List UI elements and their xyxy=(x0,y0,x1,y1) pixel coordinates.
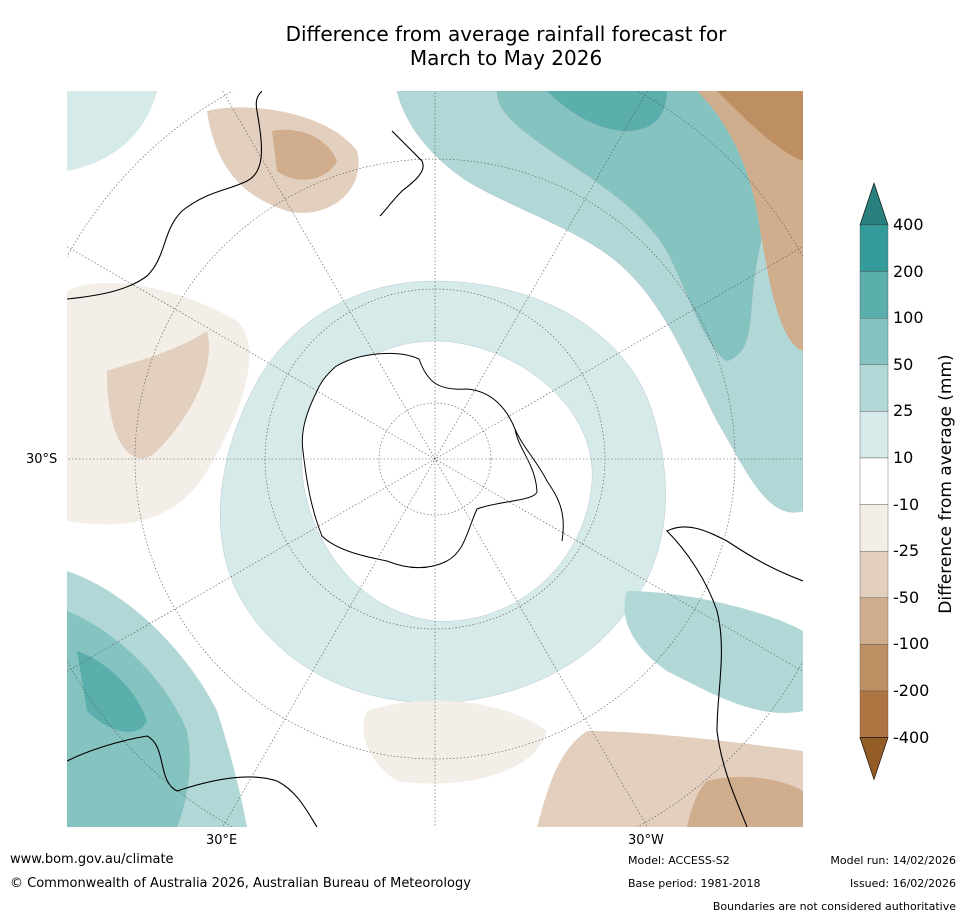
colorbar-tick-label: 200 xyxy=(893,261,924,281)
africa-coastline xyxy=(67,735,318,827)
colorbar-extend-max xyxy=(859,182,889,226)
colorbar-tick-label: -50 xyxy=(893,587,920,607)
colorbar-tick-label: 400 xyxy=(893,215,924,234)
issued-label: Issued: 16/02/2026 xyxy=(849,877,956,890)
colorbar-tick-label: 100 xyxy=(893,308,924,328)
anomaly-region xyxy=(697,91,803,351)
new-zealand-coastline xyxy=(379,130,424,217)
disclaimer-text: Boundaries are not considered authoritat… xyxy=(712,900,956,913)
anomaly-region xyxy=(67,91,157,171)
anomaly-region xyxy=(272,129,337,180)
colorbar-segment xyxy=(859,411,889,459)
colorbar-tick-label: 10 xyxy=(893,448,914,467)
colorbar-segment xyxy=(859,551,889,599)
colorbar-segment xyxy=(859,271,889,319)
latitude-label: 30°S xyxy=(26,452,58,467)
colorbar-title: Difference from average (mm) xyxy=(936,354,956,614)
colorbar-segment xyxy=(859,504,889,552)
title-line-1: Difference from average rainfall forecas… xyxy=(285,22,727,46)
colorbar-segment xyxy=(859,644,889,692)
colorbar-extend-min xyxy=(859,737,889,781)
anomaly-region xyxy=(546,91,668,132)
website-link[interactable]: www.bom.gov.au/climate xyxy=(10,852,174,867)
map-title: Difference from average rainfall forecas… xyxy=(0,22,965,70)
anomaly-region xyxy=(363,700,547,784)
antarctic-peninsula xyxy=(514,428,564,542)
colorbar-segment xyxy=(859,224,889,272)
anomaly-region xyxy=(107,331,209,459)
colorbar-tick-label: -400 xyxy=(893,727,930,747)
colorbar-tick-label: -25 xyxy=(893,541,920,561)
colorbar-tick-label: -10 xyxy=(893,494,920,514)
anomaly-region xyxy=(717,91,803,161)
colorbar-tick-label: 25 xyxy=(893,401,914,421)
colorbar-tick-label: -100 xyxy=(893,634,930,654)
longitude-label-30w: 30°W xyxy=(628,833,664,848)
colorbar-segment xyxy=(859,597,889,645)
model-label: Model: ACCESS-S2 xyxy=(628,854,730,867)
anomaly-region xyxy=(687,776,803,827)
anomaly-region xyxy=(77,651,147,732)
colorbar-tick-label: 50 xyxy=(893,354,914,374)
south-america-coastline xyxy=(666,526,803,827)
colorbar xyxy=(859,182,889,781)
colorbar-tick-label: -200 xyxy=(893,681,930,700)
anomaly-region xyxy=(624,591,803,713)
base-period-label: Base period: 1981-2018 xyxy=(628,877,761,890)
longitude-label-30e: 30°E xyxy=(206,833,238,848)
graticule xyxy=(67,91,803,827)
colorbar-segment xyxy=(859,690,889,738)
rainfall-map xyxy=(67,91,803,827)
colorbar-segment xyxy=(859,364,889,412)
copyright-text: © Commonwealth of Australia 2026, Austra… xyxy=(10,876,471,891)
colorbar-segment xyxy=(859,457,889,505)
colorbar-segment xyxy=(859,317,889,365)
model-run-label: Model run: 14/02/2026 xyxy=(830,854,956,867)
title-line-2: March to May 2026 xyxy=(409,46,603,70)
antarctica-coastline xyxy=(301,352,538,569)
australia-coastline xyxy=(67,91,263,300)
